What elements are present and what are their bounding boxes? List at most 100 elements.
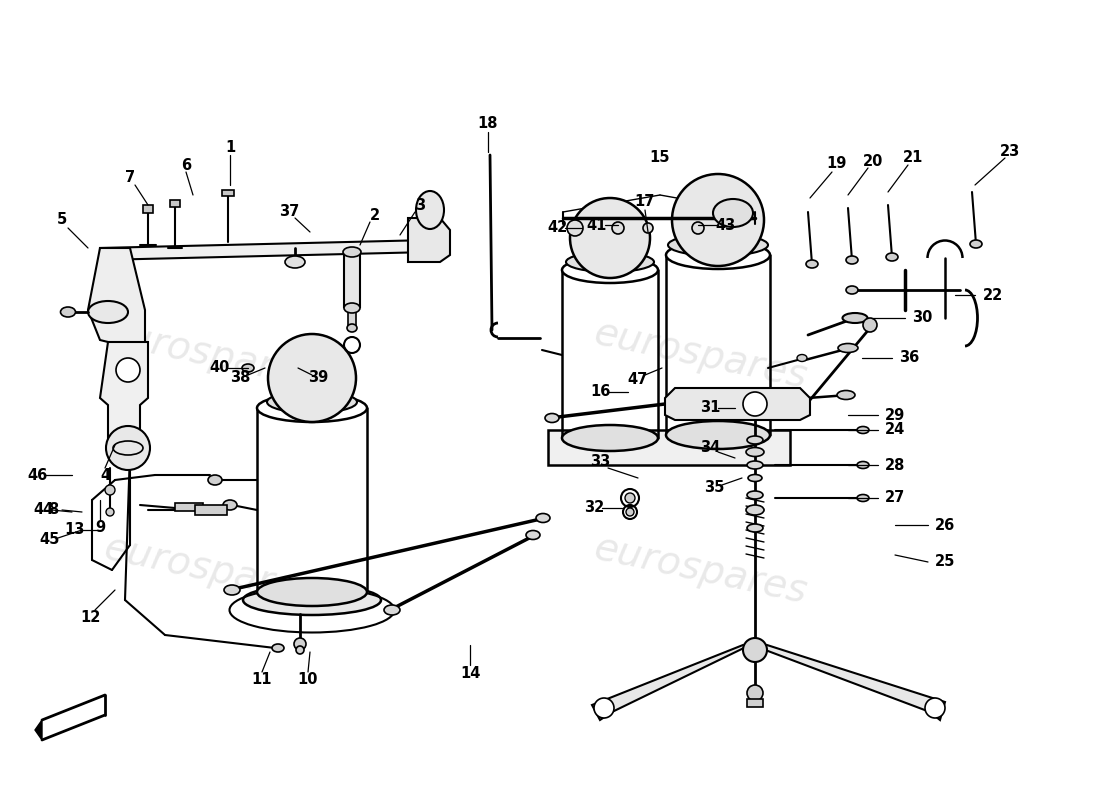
Ellipse shape [272,358,284,366]
Ellipse shape [544,414,559,422]
Text: 15: 15 [650,150,670,166]
Bar [195,505,227,515]
Ellipse shape [837,390,855,399]
Ellipse shape [536,514,550,522]
Text: 18: 18 [477,117,498,131]
Circle shape [566,220,583,236]
Circle shape [625,493,635,503]
Text: 39: 39 [308,370,328,386]
Ellipse shape [747,436,763,444]
Ellipse shape [668,234,768,256]
Ellipse shape [562,425,658,451]
Ellipse shape [267,391,358,413]
Ellipse shape [747,524,763,532]
Ellipse shape [846,286,858,294]
Text: 11: 11 [252,673,273,687]
Text: 45: 45 [40,533,60,547]
Circle shape [626,508,634,516]
Ellipse shape [224,585,240,595]
Ellipse shape [60,307,76,317]
Ellipse shape [272,644,284,652]
Ellipse shape [746,505,764,515]
Bar [348,308,356,328]
Circle shape [672,174,764,266]
Ellipse shape [747,461,763,469]
Text: 24: 24 [886,422,905,438]
Ellipse shape [285,256,305,268]
Circle shape [742,638,767,662]
Text: 30: 30 [912,310,933,326]
Ellipse shape [857,462,869,469]
Text: 2: 2 [370,207,381,222]
Circle shape [294,638,306,650]
Ellipse shape [243,585,381,615]
Circle shape [116,358,140,382]
Text: 14: 14 [460,666,481,681]
Ellipse shape [970,240,982,248]
Ellipse shape [857,494,869,502]
Circle shape [106,508,114,516]
Text: 41: 41 [586,218,607,233]
Ellipse shape [666,421,770,449]
Polygon shape [100,342,148,448]
Ellipse shape [343,247,361,257]
Bar [175,503,204,511]
Text: eurospares: eurospares [100,529,320,611]
Ellipse shape [747,491,763,499]
Ellipse shape [806,260,818,268]
Text: 36: 36 [899,350,920,366]
Circle shape [925,698,945,718]
Circle shape [296,646,304,654]
Text: 33: 33 [590,454,610,470]
Ellipse shape [208,475,222,485]
Text: 3: 3 [415,198,425,213]
Text: 34: 34 [700,441,720,455]
Text: 29: 29 [886,407,905,422]
Bar [747,699,763,707]
Text: 43: 43 [715,218,735,233]
Ellipse shape [713,199,754,227]
Text: 6: 6 [180,158,191,173]
Ellipse shape [562,257,658,283]
Circle shape [864,318,877,332]
Ellipse shape [798,354,807,362]
Ellipse shape [88,301,128,323]
Ellipse shape [223,500,236,510]
Text: 20: 20 [862,154,883,169]
Ellipse shape [346,324,358,332]
Polygon shape [100,240,430,260]
Text: 5: 5 [57,213,67,227]
Ellipse shape [526,530,540,539]
Circle shape [644,223,653,233]
Circle shape [747,685,763,701]
Ellipse shape [857,426,869,434]
Polygon shape [88,248,145,345]
Ellipse shape [416,191,444,229]
Ellipse shape [843,313,868,323]
Text: 13: 13 [64,522,85,538]
Ellipse shape [384,605,400,615]
Text: 28: 28 [886,458,905,473]
Ellipse shape [846,256,858,264]
Polygon shape [592,645,750,720]
Text: 44: 44 [33,502,53,518]
Ellipse shape [886,253,898,261]
Polygon shape [35,720,42,740]
Polygon shape [408,218,450,262]
Bar [344,252,360,307]
Circle shape [570,198,650,278]
Circle shape [268,334,356,422]
Ellipse shape [566,252,654,272]
Polygon shape [752,645,945,720]
Text: 35: 35 [704,481,724,495]
Text: 31: 31 [700,401,720,415]
Circle shape [594,698,614,718]
Ellipse shape [746,447,764,457]
Text: 10: 10 [298,673,318,687]
Ellipse shape [838,343,858,353]
Circle shape [104,485,116,495]
Text: 8: 8 [48,502,58,518]
Text: 25: 25 [935,554,956,570]
Bar [548,430,790,465]
Text: eurospares: eurospares [590,529,810,611]
